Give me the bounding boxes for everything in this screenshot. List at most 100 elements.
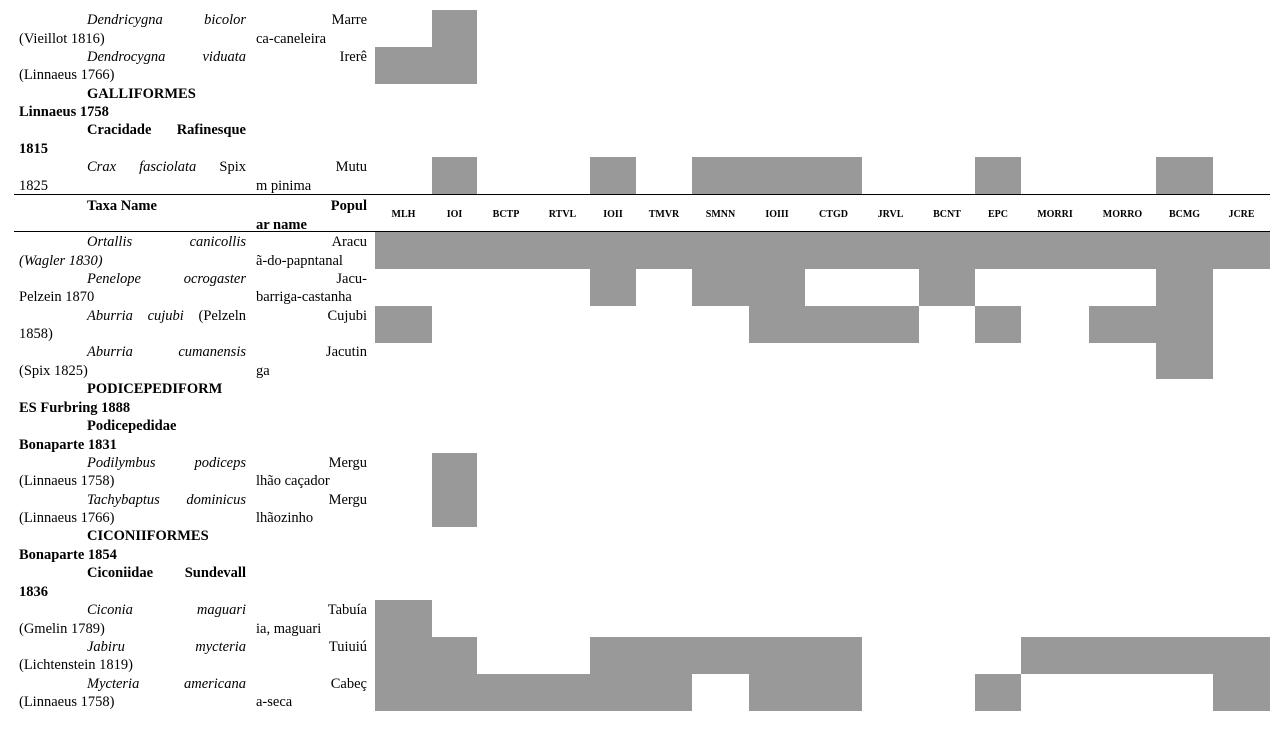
presence-cell-rtvl [535, 232, 590, 270]
taxa-line1: Jabiru mycteria [19, 638, 246, 657]
header-popular-line2: ar name [256, 216, 307, 233]
table-row: Ortallis canicollis (Wagler 1830) Aracu ã-d… [0, 232, 1285, 270]
taxa-name-cell: Jabiru mycteria (Lichtenstein 1819) [19, 638, 246, 675]
popular-line1: Jacu- [336, 270, 367, 287]
column-header-ctgd: CTGD [819, 209, 848, 220]
table-row: Dendrocygna viduata (Linnaeus 1766) Irerê [0, 46, 1285, 85]
popular-line2: m pinima [256, 177, 312, 194]
presence-cell-ioii [590, 268, 636, 306]
presence-cell-morro [1089, 636, 1156, 674]
presence-cell-tmvr [636, 232, 692, 270]
presence-cell-smnn [692, 157, 749, 195]
presence-cell-mlh [375, 46, 432, 84]
taxa-line1: Dendrocygna viduata [19, 48, 246, 67]
taxa-line2: (Spix 1825) [19, 362, 88, 379]
presence-cell-ioi [432, 452, 477, 490]
presence-cell-ioi [432, 673, 477, 711]
popular-name-cell: Jacu-barriga-castanha [256, 270, 367, 307]
popular-line2: ga [256, 362, 270, 379]
column-header-jrvl: JRVL [877, 209, 904, 220]
popular-name-cell: Aracu ã-do-papntanal [256, 233, 367, 270]
popular-line1: Aracu [331, 234, 367, 250]
taxa-line2: Linnaeus 1758 [19, 104, 109, 121]
taxa-line1: Ortallis canicollis [19, 233, 246, 252]
presence-cell-ctgd [805, 157, 862, 195]
popular-name-cell: Mutu m pinima [256, 158, 367, 195]
presence-cell-smnn [692, 636, 749, 674]
presence-cell-ctgd [805, 232, 862, 270]
taxa-line2: 1815 [19, 140, 48, 157]
presence-cell-bcmg [1156, 342, 1213, 380]
taxa-line1: CICONIIFORMES [87, 528, 209, 545]
taxa-line2: (Linnaeus 1766) [19, 510, 115, 527]
taxa-name-cell: Aburria cumanensis (Spix 1825) [19, 343, 246, 380]
taxa-line1: Dendricygna bicolor [19, 11, 246, 30]
taxa-line1: Tachybaptus dominicus [19, 491, 246, 510]
taxa-name-cell: CICONIIFORMES Bonaparte 1854 [19, 527, 246, 564]
header-taxa-name: Taxa Name [87, 198, 157, 214]
presence-cell-rtvl [535, 673, 590, 711]
popular-line2: ia, maguari [256, 620, 322, 637]
popular-line2: a-seca [256, 694, 293, 711]
column-header-epc: EPC [988, 209, 1008, 220]
taxa-line2: ES Furbring 1888 [19, 399, 131, 416]
table-row: Penelope ocrogaster Pelzein 1870 Jacu-barr… [0, 268, 1285, 307]
popular-line2: barriga-castanha [256, 289, 352, 306]
taxa-line2: Pelzein 1870 [19, 289, 95, 306]
popular-line1: Tuiuiú [328, 638, 367, 655]
presence-cell-mlh [375, 232, 432, 270]
presence-cell-epc [975, 673, 1021, 711]
presence-cell-ioii [590, 157, 636, 195]
popular-name-cell: Cujubi [256, 307, 367, 344]
presence-cell-bcnt [919, 268, 975, 306]
popular-name-cell: Tabuía ia, maguari [256, 601, 367, 638]
presence-cell-ctgd [805, 636, 862, 674]
taxa-name-cell: Crax fasciolata Spix 1825 [19, 158, 246, 195]
taxa-line1: Aburria cumanensis [19, 343, 246, 362]
species-name: Jabiru mycteria [87, 638, 246, 655]
taxon-group-row: Podicepedidae Bonaparte 1831 [0, 416, 1285, 453]
presence-cell-tmvr [636, 673, 692, 711]
taxa-line1: PODICEPEDIFORM [87, 381, 223, 398]
species-author: Spix [219, 159, 246, 176]
presence-cell-mlh [375, 673, 432, 711]
popular-line1: Jacutin [325, 344, 367, 361]
popular-name-cell: Cabeç a-seca [256, 675, 367, 712]
presence-cell-ioi [432, 46, 477, 84]
taxa-line1: Ciconia maguari [19, 601, 246, 620]
column-header-bcmg: BCMG [1168, 209, 1201, 220]
species-name: Ciconia maguari [87, 602, 246, 618]
taxa-name-cell: PODICEPEDIFORM ES Furbring 1888 [19, 380, 246, 417]
species-name: Penelope ocrogaster [87, 270, 246, 287]
popular-line2: ca-caneleira [256, 30, 327, 47]
presence-cell-ioi [432, 232, 477, 270]
column-header-ioii: IOII [603, 209, 623, 220]
taxa-line2: (Linnaeus 1758) [19, 473, 115, 490]
taxa-name-cell: Podicepedidae Bonaparte 1831 [19, 417, 246, 454]
presence-cell-bcmg [1156, 636, 1213, 674]
taxa-line2: (Gmelin 1789) [19, 620, 105, 637]
taxa-line2: 1836 [19, 583, 48, 600]
presence-cell-ioii [590, 673, 636, 711]
column-header-rtvl: RTVL [548, 209, 577, 220]
presence-cell-bcmg [1156, 268, 1213, 306]
popular-line2 [256, 325, 367, 344]
presence-cell-ioiii [749, 636, 805, 674]
presence-cell-bcmg [1156, 157, 1213, 195]
taxa-name-cell: Ciconia maguari (Gmelin 1789) [19, 601, 246, 638]
table-row: Crax fasciolata Spix 1825 Mutu m pinima [0, 157, 1285, 195]
presence-cell-ioiii [749, 673, 805, 711]
species-name: Ortallis canicollis [87, 234, 246, 250]
species-name: Crax fasciolata [87, 159, 197, 176]
presence-cell-ioiii [749, 232, 805, 270]
taxa-line2: (Wagler 1830) [19, 252, 103, 269]
taxon-group-row: PODICEPEDIFORM ES Furbring 1888 [0, 379, 1285, 416]
taxon-group-row: GALLIFORMES Linnaeus 1758 [0, 84, 1285, 121]
column-header-bcnt: BCNT [933, 209, 961, 220]
popular-name-cell: Irerê [256, 48, 367, 85]
presence-cell-tmvr [636, 636, 692, 674]
species-name: Mycteria americana [87, 675, 246, 692]
table-header-bottom-rule [14, 231, 1270, 232]
presence-cell-morro [1089, 305, 1156, 343]
popular-line2: lhãozinho [256, 510, 314, 527]
